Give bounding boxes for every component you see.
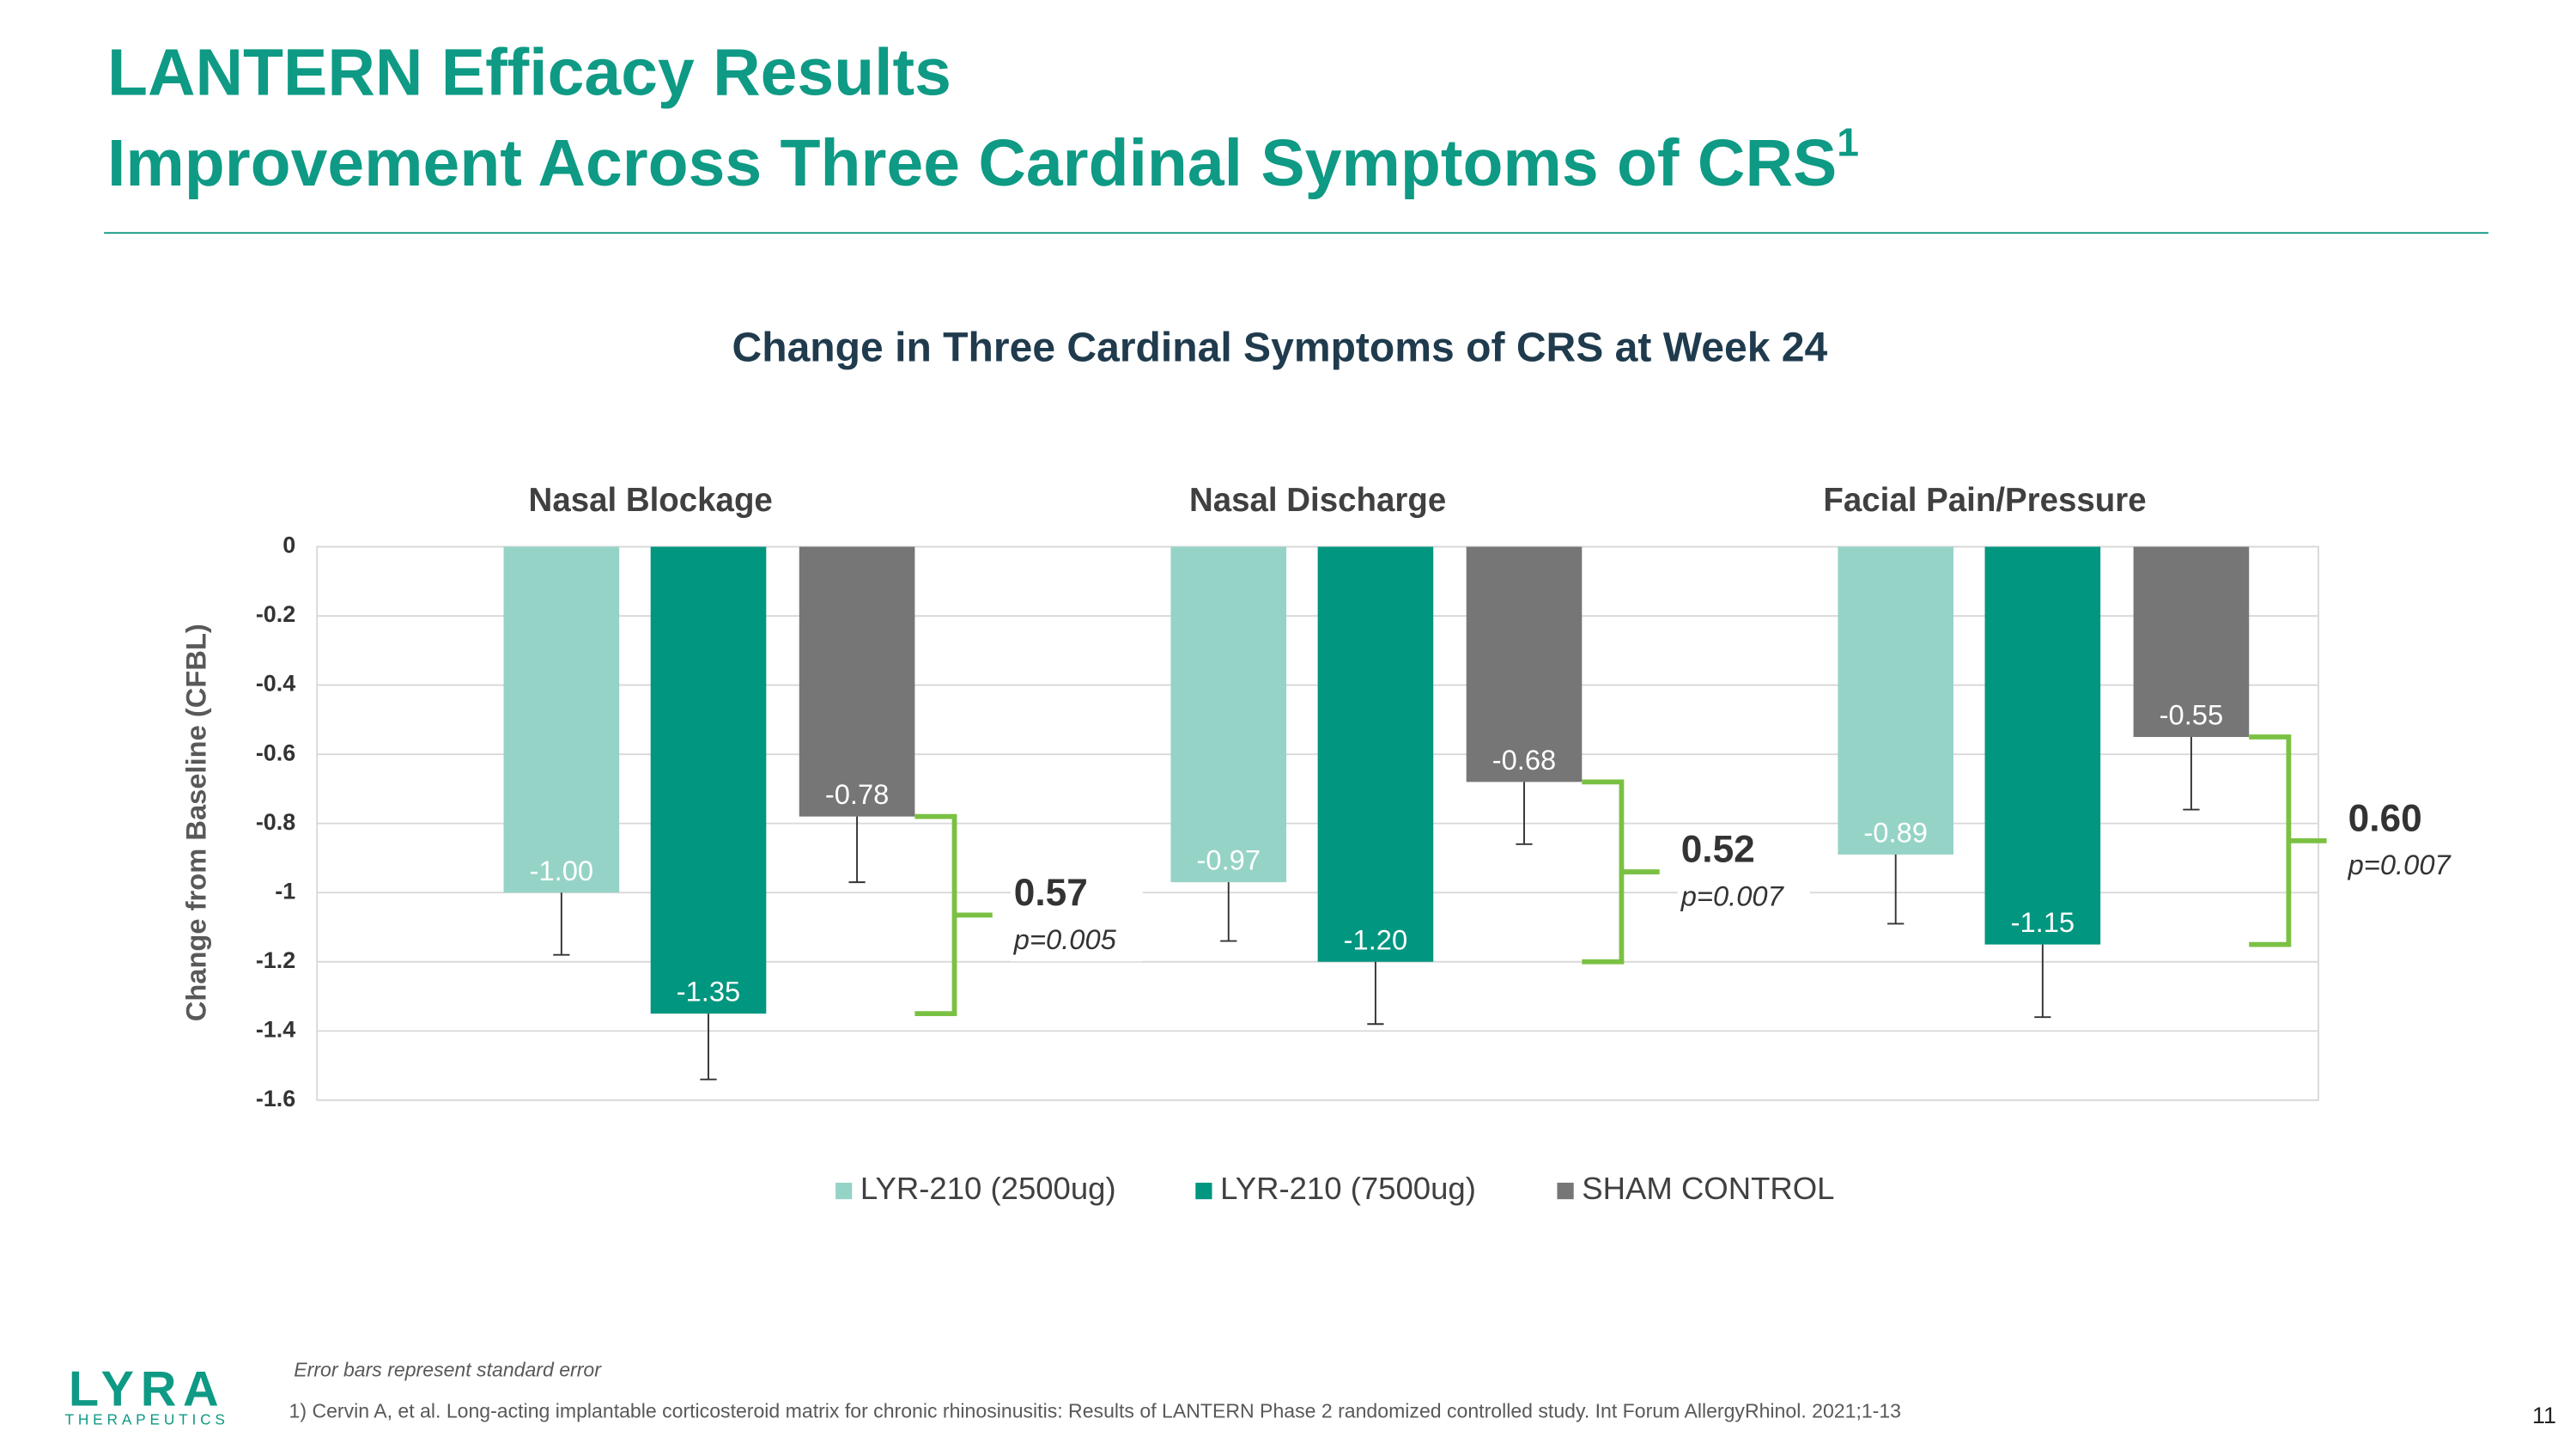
comparison-diff: 0.52	[1681, 829, 1755, 871]
logo: LYRA	[69, 1361, 226, 1416]
legend-swatch	[835, 1182, 853, 1200]
comparison-bg	[1677, 829, 1810, 918]
y-tick-label: -1	[275, 878, 295, 904]
value-label: -0.89	[1863, 816, 1928, 848]
y-tick-label: -1.6	[256, 1086, 295, 1111]
value-label: -1.20	[1344, 923, 1408, 955]
comparison-p: p=0.005	[1013, 923, 1117, 955]
y-tick-label: -0.6	[256, 740, 295, 765]
comparison-p: p=0.007	[1680, 880, 1785, 911]
comparison-bracket	[914, 813, 993, 1017]
page-number: 11	[2532, 1403, 2556, 1428]
legend-label: LYR-210 (7500ug)	[1220, 1171, 1476, 1206]
reference: 1) Cervin A, et al. Long-acting implanta…	[289, 1399, 1901, 1422]
y-axis-label: Change from Baseline (CFBL)	[179, 624, 211, 1021]
bar	[503, 546, 620, 893]
value-label: -0.97	[1197, 844, 1261, 876]
value-label: -0.78	[825, 778, 890, 810]
legend-label: SHAM CONTROL	[1582, 1171, 1834, 1206]
legend-label: LYR-210 (2500ug)	[860, 1171, 1116, 1206]
title-main: Improvement Across Three Cardinal Sympto…	[107, 127, 1837, 201]
bar	[1838, 546, 1953, 855]
value-label: -0.55	[2160, 699, 2224, 731]
title-line2: Improvement Across Three Cardinal Sympto…	[107, 119, 1859, 200]
comparison-bg	[2344, 797, 2477, 887]
logo-sub: THERAPEUTICS	[65, 1410, 229, 1428]
bar	[1317, 546, 1434, 962]
chart-title: Change in Three Cardinal Symptoms of CRS…	[732, 324, 1828, 370]
category-label: Facial Pain/Pressure	[1823, 482, 2146, 519]
title-line1: LANTERN Efficacy Results	[107, 36, 951, 110]
comparison-bracket	[1582, 779, 1660, 965]
category-label: Nasal Discharge	[1189, 482, 1446, 519]
value-label: -1.15	[2011, 906, 2075, 938]
value-label: -1.00	[530, 855, 594, 886]
y-tick-label: -0.4	[256, 671, 295, 697]
y-tick-label: 0	[283, 533, 295, 558]
y-tick-label: -1.4	[256, 1016, 295, 1042]
comparison-p: p=0.007	[2348, 849, 2452, 880]
bar	[1170, 546, 1287, 883]
plot: 0 -0.2 -0.4 -0.6 -0.8 -1 -1.2 -1.4 -1.6 Nasal Blo…	[256, 482, 2477, 1206]
bar	[650, 546, 767, 1014]
value-label: -1.35	[677, 976, 741, 1008]
y-tick-label: -1.2	[256, 947, 295, 973]
bar	[799, 546, 915, 817]
bar	[1984, 546, 2101, 945]
value-label: -0.68	[1492, 744, 1557, 776]
legend-swatch	[1195, 1182, 1212, 1200]
bar	[2133, 546, 2250, 738]
y-tick-label: -0.2	[256, 601, 295, 627]
comparison-bracket	[2249, 734, 2327, 947]
title-sup: 1	[1837, 119, 1859, 164]
comparison-bg	[1010, 872, 1143, 962]
comparison-diff: 0.57	[1014, 872, 1088, 914]
y-tick-label: -0.8	[256, 809, 295, 835]
legend-swatch	[1557, 1182, 1574, 1200]
comparison-diff: 0.60	[2348, 797, 2422, 839]
bar	[1466, 546, 1583, 782]
footnote: Error bars represent standard error	[294, 1358, 602, 1380]
category-label: Nasal Blockage	[529, 482, 773, 519]
